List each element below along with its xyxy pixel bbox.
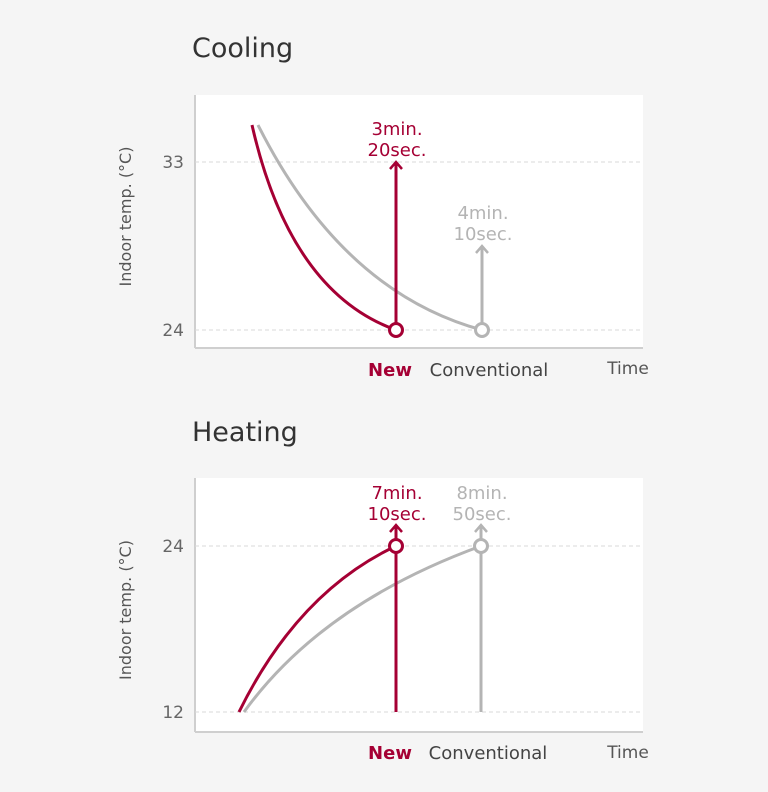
- x-axis-label: Time: [606, 359, 649, 379]
- cooling-chart: Cooling Indoor temp. (°C) 33 24 Time 4min.10s…: [116, 33, 649, 381]
- series-new: 7min.10sec.: [237, 483, 427, 713]
- time-annotation-line1: 3min.: [371, 119, 422, 140]
- x-axis-label: Time: [606, 743, 649, 763]
- y-tick-label: 33: [162, 153, 184, 173]
- series-curve-new: [250, 124, 397, 332]
- time-annotation-line2: 10sec.: [368, 504, 427, 525]
- chart-title: Heating: [192, 417, 298, 448]
- time-annotation-line1: 8min.: [456, 483, 507, 504]
- time-annotation-line2: 10sec.: [454, 224, 513, 245]
- target-marker: [474, 322, 490, 338]
- y-tick-label: 24: [162, 537, 184, 557]
- time-annotation-line2: 20sec.: [368, 140, 427, 161]
- chart-title: Cooling: [192, 33, 293, 64]
- time-annotation-line1: 4min.: [457, 203, 508, 224]
- y-tick-label: 24: [162, 321, 184, 341]
- arrow-head-icon: [389, 160, 403, 170]
- series-curve-new: [237, 544, 397, 713]
- target-marker: [388, 322, 404, 338]
- series-new: 3min.20sec.: [250, 119, 427, 338]
- arrow-head-icon: [389, 523, 403, 533]
- y-tick-label: 12: [162, 703, 184, 723]
- time-annotation-line1: 7min.: [371, 483, 422, 504]
- legend-label-conventional: Conventional: [429, 743, 548, 764]
- series-conventional: 8min.50sec.: [242, 483, 512, 713]
- y-axis-label: Indoor temp. (°C): [116, 147, 135, 287]
- plot-area: [195, 478, 643, 732]
- arrow-head-icon: [474, 523, 488, 533]
- y-axis-label: Indoor temp. (°C): [116, 540, 135, 680]
- time-annotation-line2: 50sec.: [453, 504, 512, 525]
- series-curve-conventional: [256, 124, 483, 332]
- target-marker: [388, 538, 404, 554]
- heating-chart: Heating Indoor temp. (°C) 24 12 Time 8min.50s…: [116, 417, 649, 764]
- target-marker: [473, 538, 489, 554]
- legend-label-new: New: [368, 743, 412, 764]
- legend-label-new: New: [368, 360, 412, 381]
- series-conventional: 4min.10sec.: [256, 124, 513, 338]
- series-curve-conventional: [242, 544, 482, 713]
- legend-label-conventional: Conventional: [430, 360, 549, 381]
- arrow-head-icon: [475, 244, 489, 254]
